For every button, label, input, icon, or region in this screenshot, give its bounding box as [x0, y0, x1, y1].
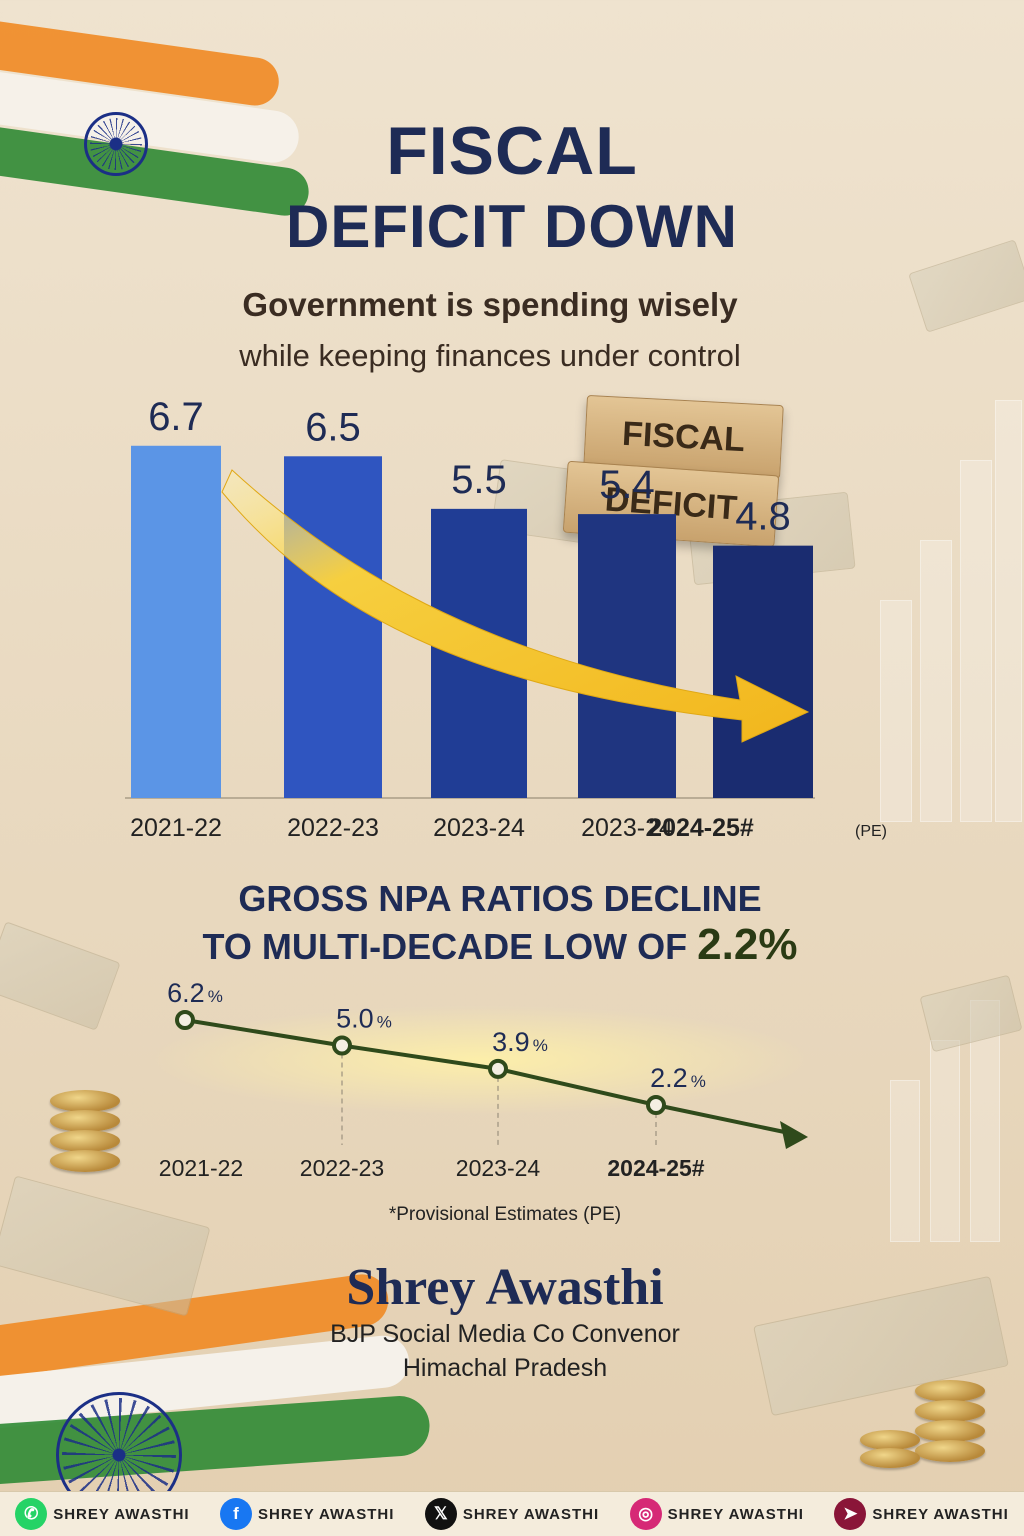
npa-point	[488, 1058, 508, 1079]
social-link-x[interactable]: 𝕏 SHREY AWASTHI	[424, 1498, 600, 1530]
social-handle: SHREY AWASTHI	[53, 1505, 190, 1523]
fiscal-deficit-chart: 6.7 6.55.5 5.44.8 2021-22 2022-23 2023-24 202…	[125, 395, 887, 842]
author-region: Himachal Pradesh	[402, 1354, 608, 1382]
author-role: BJP Social Media Co Convenor	[330, 1320, 680, 1348]
npa-value-label: 6.2%	[167, 978, 223, 1008]
npa-point	[646, 1095, 666, 1115]
coin-stack-decoration	[915, 1400, 985, 1422]
headline-line1: FISCAL	[386, 113, 638, 189]
footnote: *Provisional Estimates (PE)	[388, 1204, 622, 1225]
bar-category-label: 2022-23	[287, 814, 379, 842]
x-icon: 𝕏	[424, 1498, 457, 1530]
social-link-instagram[interactable]: ◎ SHREY AWASTHI	[629, 1498, 804, 1530]
npa-unit-label: %	[691, 1072, 706, 1091]
npa-point	[175, 1010, 195, 1030]
fiscal-bar	[131, 445, 221, 798]
flag-green-band-bottom	[0, 1394, 432, 1486]
social-handle: SHREY AWASTHI	[872, 1505, 1009, 1523]
trend-arrow	[221, 469, 810, 743]
npa-point	[332, 1035, 352, 1056]
npa-unit-label: %	[208, 987, 223, 1006]
npa-title-line1: GROSS NPA RATIOS DECLINE	[238, 878, 762, 919]
npa-title-highlight: 2.2%	[697, 920, 798, 969]
bar-value-label: 5.5	[451, 458, 507, 502]
social-link-whatsapp[interactable]: ✆ SHREY AWASTHI	[15, 1498, 189, 1530]
npa-title-line2: TO MULTI-DECADE LOW OF 2.2%	[0, 920, 1000, 970]
npa-category-label: 2022-23	[300, 1155, 384, 1181]
social-link-facebook[interactable]: f SHREY AWASTHI	[220, 1498, 394, 1530]
bar-category-label: 2024-25#	[648, 814, 754, 842]
social-handle: SHREY AWASTHI	[258, 1505, 395, 1523]
bar-value-label: 5.4	[599, 463, 655, 507]
bar-category-label: 2021-22	[130, 814, 222, 842]
author-name: Shrey Awasthi	[346, 1259, 664, 1316]
npa-value-label: 2.2%	[650, 1063, 706, 1093]
bar-category-label: 2023-24	[433, 814, 525, 842]
bar-value-label: 6.5	[305, 405, 361, 449]
coin-stack-decoration	[860, 1430, 920, 1450]
fiscal-bar	[284, 456, 382, 798]
coin-stack-decoration	[915, 1420, 985, 1442]
fiscal-bar	[713, 545, 813, 798]
npa-arrow-head	[780, 1121, 808, 1149]
coin-stack-decoration	[915, 1440, 985, 1462]
fiscal-bar	[578, 514, 676, 798]
bar-category-label: 2023-24	[581, 814, 673, 842]
social-link-telegram[interactable]: ➤ SHREY AWASTHI	[834, 1498, 1008, 1530]
pe-note-label: (PE)	[855, 823, 887, 840]
instagram-icon: ◎	[629, 1498, 662, 1530]
npa-value-label: 3.9%	[492, 1027, 548, 1057]
subheadline-line1: Government is spending wisely	[242, 286, 738, 323]
coin-stack-decoration	[860, 1448, 920, 1468]
npa-category-label: 2024-25#	[607, 1155, 704, 1181]
bar-value-label: 6.7	[148, 395, 204, 439]
social-footer: ✆ SHREY AWASTHI f SHREY AWASTHI 𝕏 SHREY AWAST…	[0, 1491, 1024, 1536]
bar-value-label: 4.8	[735, 495, 791, 539]
headline-line2: DEFICIT DOWN	[286, 193, 738, 260]
npa-value-label: 5.0%	[336, 1004, 392, 1034]
coin-stack-decoration	[915, 1380, 985, 1402]
npa-line-chart: 6.2 % 5.0 % 3.9 % 2.2% 2021-22 2022-23 2023-24 20…	[150, 978, 810, 1181]
npa-unit-label: %	[533, 1036, 548, 1055]
whatsapp-icon: ✆	[15, 1498, 48, 1530]
npa-category-label: 2021-22	[159, 1155, 243, 1181]
facebook-icon: f	[220, 1498, 253, 1530]
social-handle: SHREY AWASTHI	[667, 1505, 804, 1523]
telegram-icon: ➤	[834, 1498, 867, 1530]
npa-category-label: 2023-24	[456, 1155, 541, 1181]
subheadline-line2: while keeping finances under control	[239, 338, 741, 373]
npa-unit-label: %	[377, 1013, 392, 1032]
social-handle: SHREY AWASTHI	[462, 1505, 600, 1523]
npa-glow	[150, 1005, 810, 1115]
npa-title-line2-text: TO MULTI-DECADE LOW OF	[202, 926, 698, 967]
